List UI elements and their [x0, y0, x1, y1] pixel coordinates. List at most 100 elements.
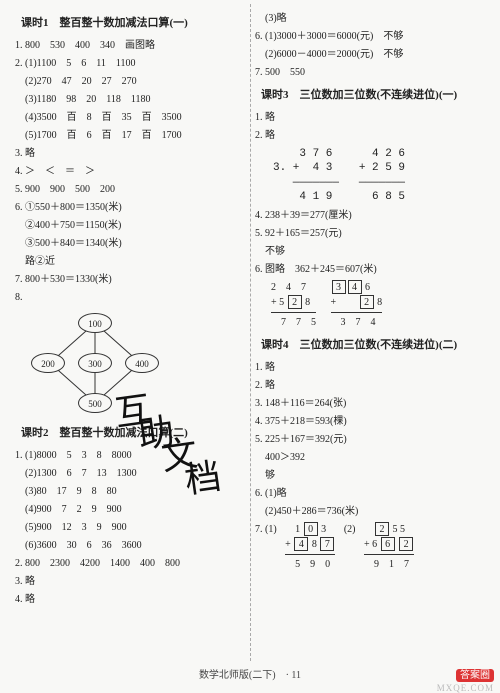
digit: 0: [325, 559, 330, 570]
node-bottom: 500: [78, 393, 112, 413]
digit: 4: [286, 282, 291, 293]
text-line: ②400＋750＝1150(米): [25, 218, 245, 233]
digit: 7: [281, 317, 286, 328]
digit: 7: [301, 282, 306, 293]
node-mid: 300: [78, 353, 112, 373]
text-line: 4. 375＋218＝593(棵): [255, 414, 485, 429]
boxed-digit: 2: [399, 537, 413, 551]
digit: 8: [312, 539, 317, 550]
text-line: 5. 900 900 500 200: [15, 182, 245, 197]
text-line: 2. 略: [255, 378, 485, 393]
watermark-logo: 答案圈: [456, 666, 494, 681]
text-line: 400＞392: [265, 450, 485, 465]
box-calc-left: 2 4 7 + 5 2 8 7 7 5: [271, 280, 316, 330]
digit: 7: [404, 559, 409, 570]
calc-block: 3 7 6 4 2 6 3. + 4 3 + 2 5 9 ——————— ———…: [273, 147, 485, 204]
text-line: 2. 略: [255, 128, 485, 143]
digit: 7: [356, 317, 361, 328]
lesson2-title: 课时2 整百整十数加减法口算(二): [21, 424, 245, 440]
digit: 8: [305, 297, 310, 308]
box-calc-left-2: 1 0 3 + 4 8 7 5 9 0: [285, 522, 335, 572]
digit: 8: [377, 297, 382, 308]
text-line: 1. 略: [255, 110, 485, 125]
digit: 5: [392, 524, 397, 535]
text-line: 1. 800 530 400 340 画图略: [15, 38, 245, 53]
text-line: 8.: [15, 290, 245, 305]
digit: 5: [295, 559, 300, 570]
text-line: (5)1700 百 6 百 17 百 1700: [25, 128, 245, 143]
digit: 9: [374, 559, 379, 570]
text-line: 3. 略: [15, 146, 245, 161]
node-left: 200: [31, 353, 65, 373]
text-line: 7. 500 550: [255, 65, 485, 80]
page-footer: 数学北师版(二下) · 11: [0, 666, 500, 681]
right-column: (3)略 6. (1)3000＋3000＝6000(元) 不够 (2)6000－…: [250, 8, 490, 660]
text-line: 1. 略: [255, 360, 485, 375]
text-line: 6. (1)略: [255, 486, 485, 501]
text-line: 路②近: [25, 254, 245, 269]
node-right: 400: [125, 353, 159, 373]
boxed-digit: 7: [320, 537, 334, 551]
text-line: 不够: [265, 244, 485, 259]
text-line: 1. (1)8000 5 3 8 8000: [15, 448, 245, 463]
digit: 5: [311, 317, 316, 328]
digit: 4: [371, 317, 376, 328]
text-line: 3. 148＋116＝264(张): [255, 396, 485, 411]
text-line: 4. 略: [15, 592, 245, 607]
text-line: 2. (1)1100 5 6 11 1100: [15, 56, 245, 71]
boxed-digit: 2: [360, 295, 374, 309]
digit: 1: [295, 524, 300, 535]
digit: 9: [310, 559, 315, 570]
text-line: (5)900 12 3 9 900: [25, 520, 245, 535]
digit: 3: [321, 524, 326, 535]
digit: 2: [271, 282, 276, 293]
text-line: 5. 225＋167＝392(元): [255, 432, 485, 447]
text-line: (2)450＋286＝736(米): [265, 504, 485, 519]
text-line: ③500＋840＝1340(米): [25, 236, 245, 251]
watermark-brand: 答案圈: [456, 669, 494, 682]
boxed-digit: 4: [348, 280, 362, 294]
text-line: 6. ①550＋800＝1350(米): [15, 200, 245, 215]
box-calc-right-2: 2 5 5 + 6 6 2 9 1 7: [364, 522, 414, 572]
label-7-2: (2): [344, 524, 356, 535]
box-calc-row-2: 7. (1) 1 0 3 + 4 8 7 5 9 0 (2) 2 5 5 + 6…: [255, 522, 485, 572]
boxed-digit: 2: [375, 522, 389, 536]
text-line: 5. 92＋165＝257(元): [255, 226, 485, 241]
digit: 5: [279, 297, 284, 308]
text-line: 6. 图略 362＋245＝607(米): [255, 262, 485, 277]
text-line: (6)3600 30 6 36 3600: [25, 538, 245, 553]
column-divider: [250, 4, 251, 661]
text-line: 6. (1)3000＋3000＝6000(元) 不够: [255, 29, 485, 44]
box-calc-right: 34 6 + 2 8 3 7 4: [331, 280, 383, 330]
text-line: 7. 800＋530＝1330(米): [15, 272, 245, 287]
box-calc-row: 2 4 7 + 5 2 8 7 7 5 34 6 + 2 8 3 7 4: [265, 280, 485, 330]
lesson1-title: 课时1 整百整十数加减法口算(一): [21, 14, 245, 30]
lesson4-title: 课时4 三位数加三位数(不连续进位)(二): [261, 336, 485, 352]
text-line: 4. ＞ ＜ ＝ ＞: [15, 164, 245, 179]
boxed-digit: 3: [332, 280, 346, 294]
text-line: 2. 800 2300 4200 1400 400 800: [15, 556, 245, 571]
digit: 6: [372, 539, 377, 550]
digit: 5: [400, 524, 405, 535]
text-line: (3)80 17 9 8 80: [25, 484, 245, 499]
node-top: 100: [78, 313, 112, 333]
boxed-digit: 2: [288, 295, 302, 309]
digit: 3: [341, 317, 346, 328]
text-line: (3)1180 98 20 118 1180: [25, 92, 245, 107]
digit: 7: [296, 317, 301, 328]
text-line: (4)900 7 2 9 900: [25, 502, 245, 517]
label-7-1: 7. (1): [255, 524, 277, 535]
text-line: 4. 238＋39＝277(厘米): [255, 208, 485, 223]
text-line: 3. 略: [15, 574, 245, 589]
node-diagram: 100 200 300 400 500: [25, 308, 175, 418]
text-line: 够: [265, 468, 485, 483]
left-column: 课时1 整百整十数加减法口算(一) 1. 800 530 400 340 画图略…: [10, 8, 250, 660]
text-line: (2)270 47 20 27 270: [25, 74, 245, 89]
boxed-digit: 0: [304, 522, 318, 536]
boxed-digit: 4: [294, 537, 308, 551]
boxed-digit: 6: [381, 537, 395, 551]
watermark-url: MXQE.COM: [437, 683, 494, 693]
text-line: (4)3500 百 8 百 35 百 3500: [25, 110, 245, 125]
digit: 6: [365, 282, 370, 293]
digit: 1: [389, 559, 394, 570]
